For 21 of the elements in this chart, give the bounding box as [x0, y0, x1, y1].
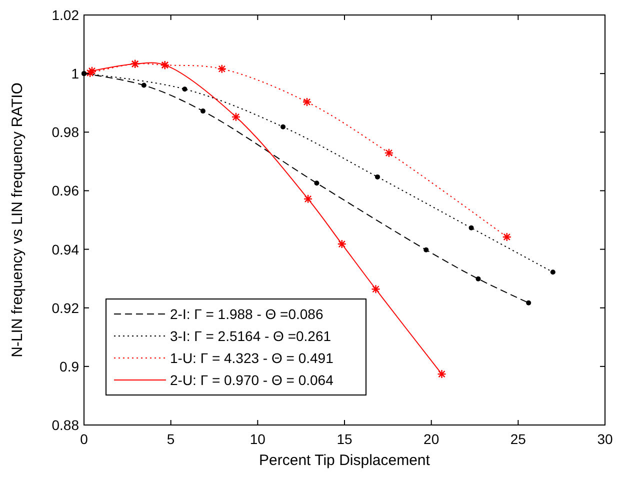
legend-label: 2-U: Γ = 0.970 - Θ = 0.064: [170, 372, 334, 388]
x-tick-label: 20: [424, 431, 440, 447]
legend-label: 1-U: Γ = 4.323 - Θ = 0.491: [170, 350, 334, 366]
x-tick-label: 10: [250, 431, 266, 447]
x-axis-title: Percent Tip Displacement: [259, 452, 431, 469]
y-tick-label: 0.88: [52, 417, 80, 433]
y-tick-label: 0.94: [52, 241, 80, 258]
y-tick-label: 1.02: [52, 7, 80, 23]
y-tick-label: 0.98: [52, 124, 80, 140]
y-tick-label: 0.96: [52, 182, 80, 199]
x-tick-label: 5: [166, 431, 175, 447]
legend-label: 3-I: Γ = 2.5164 - Θ =0.261: [170, 328, 332, 344]
y-tick-label: 1: [71, 66, 80, 82]
legend-label: 2-I: Γ = 1.988 - Θ =0.086: [170, 306, 324, 322]
x-tick-label: 15: [336, 431, 352, 447]
y-tick-label: 0.92: [52, 300, 80, 316]
x-tick-label: 0: [80, 431, 88, 447]
x-tick-label: 25: [510, 431, 526, 447]
x-tick-label: 30: [597, 431, 613, 447]
y-tick-label: 0.9: [60, 358, 80, 374]
y-axis-title: N-LIN frequency vs LIN frequency RATIO: [9, 82, 26, 358]
